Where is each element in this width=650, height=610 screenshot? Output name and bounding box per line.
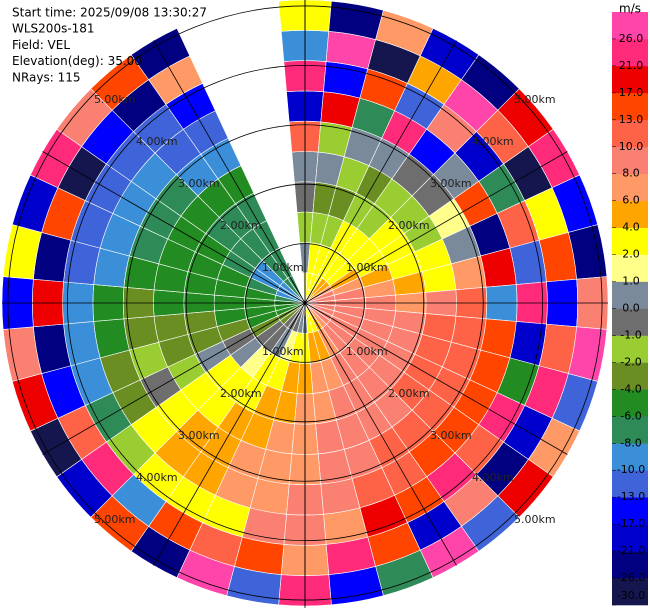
colorbar-tick-label: 21.0 (619, 59, 644, 72)
range-ring-label: 1.00km (346, 261, 388, 274)
colorbar-tick-label: 2.0 (622, 248, 640, 261)
range-ring-label: 5.00km (514, 513, 556, 526)
range-ring (66, 64, 544, 542)
spoke (304, 40, 457, 304)
colorbar-segment (612, 308, 648, 336)
range-ring-label: 2.00km (220, 387, 262, 400)
header-line: Elevation(deg): 35.00 (12, 54, 142, 68)
colorbar-tick-label: -1.0 (620, 328, 641, 341)
colorbar-segment (612, 12, 648, 40)
range-ring-label: 5.00km (514, 93, 556, 106)
colorbar-segment (612, 335, 648, 363)
spoke (153, 40, 306, 304)
velocity-gate (130, 27, 191, 81)
range-ring-label: 1.00km (262, 345, 304, 358)
header-line: WLS200s-181 (12, 22, 95, 36)
colorbar-tick-label: -2.0 (620, 355, 641, 368)
spoke (42, 151, 306, 304)
colorbar-tick-label: -4.0 (620, 382, 641, 395)
colorbar-segment (612, 119, 648, 148)
colorbar-segment (612, 281, 648, 309)
data-layer (1, 0, 609, 607)
range-ring-label: 4.00km (136, 471, 178, 484)
colorbar-tick-label: 0.0 (622, 302, 640, 315)
colorbar-segment (612, 443, 648, 471)
colorbar-segment (612, 524, 648, 552)
range-ring-label: 1.00km (262, 261, 304, 274)
colorbar-segment (612, 389, 648, 417)
grid-layer (2, 0, 608, 608)
colorbar: -30.0 -26.0 -21.0 -17.0 -13.0 -10.0 -8.0 -6.0 -4… (612, 2, 648, 606)
spoke (304, 302, 568, 455)
colorbar-tick-label: -21.0 (617, 544, 645, 557)
colorbar-segment (612, 497, 648, 525)
colorbar-segment (612, 200, 648, 228)
colorbar-tick-label: 6.0 (622, 194, 640, 207)
colorbar-tick-label: 1.0 (622, 275, 640, 288)
spoke (153, 302, 306, 566)
colorbar-segment (612, 92, 648, 121)
range-ring-label: 2.00km (388, 387, 430, 400)
colorbar-tick-label: -26.0 (617, 571, 645, 584)
range-ring (185, 183, 425, 423)
colorbar-tick-label: 4.0 (622, 221, 640, 234)
text-layer: 1.00km 1.00km 1.00km 1.00km 2.00km 2.00km 2.00… (12, 6, 556, 527)
colorbar-segment (612, 416, 648, 444)
colorbar-segment (612, 173, 648, 201)
colorbar-tick-label: -30.0 (617, 589, 645, 602)
range-ring-label: 4.00km (136, 135, 178, 148)
spoke (304, 302, 457, 566)
colorbar-segment (612, 227, 648, 255)
colorbar-tick-label: -8.0 (620, 436, 641, 449)
range-ring-label: 3.00km (178, 177, 220, 190)
colorbar-segment (612, 551, 648, 579)
colorbar-tick-label: 13.0 (619, 113, 644, 126)
range-ring-label: 1.00km (346, 345, 388, 358)
range-ring-label: 4.00km (472, 471, 514, 484)
header-line: NRays: 115 (12, 70, 81, 84)
range-ring-label: 5.00km (94, 93, 136, 106)
range-ring-label: 4.00km (472, 135, 514, 148)
range-ring (7, 5, 603, 601)
colorbar-unit: m/s (619, 2, 641, 16)
range-ring-label: 5.00km (94, 513, 136, 526)
colorbar-segment (612, 65, 648, 94)
header-line: Start time: 2025/09/08 13:30:27 (12, 6, 207, 20)
spoke (304, 151, 568, 304)
colorbar-tick-label: 10.0 (619, 140, 644, 153)
range-ring (126, 124, 484, 482)
spoke (42, 302, 306, 455)
colorbar-tick-label: 26.0 (619, 32, 644, 45)
colorbar-segment (612, 38, 648, 67)
range-ring-label: 3.00km (430, 429, 472, 442)
colorbar-tick-label: -13.0 (617, 490, 645, 503)
colorbar-segment (612, 362, 648, 390)
colorbar-tick-label: 8.0 (622, 167, 640, 180)
range-ring-label: 2.00km (220, 219, 262, 232)
colorbar-tick-label: -10.0 (617, 463, 645, 476)
colorbar-tick-label: -6.0 (620, 409, 641, 422)
colorbar-segment (612, 254, 648, 282)
colorbar-segment (612, 470, 648, 498)
range-ring-label: 3.00km (178, 429, 220, 442)
colorbar-tick-label: -17.0 (617, 517, 645, 530)
range-ring-label: 3.00km (430, 177, 472, 190)
colorbar-tick-label: 17.0 (619, 86, 644, 99)
range-ring-label: 2.00km (388, 219, 430, 232)
range-ring (245, 243, 365, 363)
colorbar-segment (612, 146, 648, 175)
header-line: Field: VEL (12, 38, 70, 52)
colorbar-segment (612, 578, 648, 606)
